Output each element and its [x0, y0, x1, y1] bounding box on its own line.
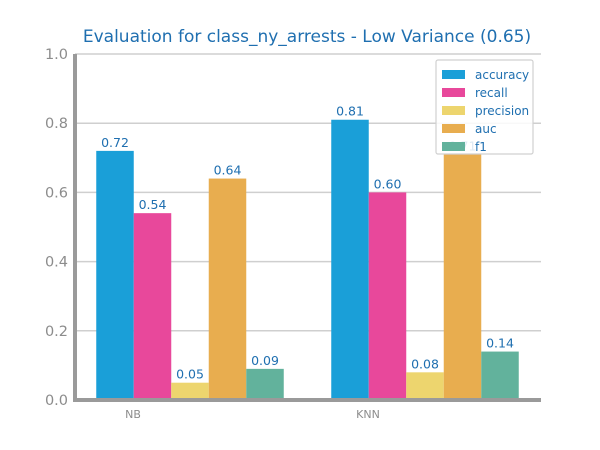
data-label-f1-nb: 0.09: [251, 353, 279, 368]
legend-swatch-precision: [442, 106, 465, 115]
legend-swatch-accuracy: [442, 70, 465, 79]
bar-precision-nb: [171, 382, 209, 400]
legend-label-recall: recall: [475, 86, 508, 100]
y-tick-label: 0.4: [45, 255, 68, 271]
bar-f1-knn: [481, 351, 519, 400]
data-label-accuracy-nb: 0.72: [101, 135, 129, 150]
bars: [96, 119, 519, 401]
bar-recall-knn: [368, 192, 407, 400]
bar-recall-nb: [133, 213, 172, 400]
chart-title: Evaluation for class_ny_arrests - Low Va…: [83, 27, 531, 47]
data-label-recall-knn: 0.60: [374, 176, 402, 191]
axes: [73, 54, 541, 402]
data-label-accuracy-knn: 0.81: [336, 104, 364, 119]
y-tick-label: 0.2: [45, 324, 68, 340]
bar-accuracy-nb: [96, 150, 134, 400]
legend-label-f1: f1: [475, 140, 487, 154]
tick-labels: 0.0 0.2 0.4 0.6 0.8 1.0 NB KNN: [45, 47, 380, 421]
legend-swatch-recall: [442, 88, 465, 97]
bar-auc-nb: [208, 178, 247, 400]
legend-label-precision: precision: [475, 104, 529, 118]
bar-precision-knn: [406, 372, 444, 400]
data-label-auc-nb: 0.64: [214, 163, 242, 178]
bar-f1-nb: [246, 368, 284, 400]
y-tick-label: 0.8: [45, 116, 68, 132]
y-tick-label: 0.6: [45, 185, 68, 201]
legend-swatch-auc: [442, 124, 465, 133]
y-tick-label: 1.0: [45, 47, 68, 63]
y-tick-label: 0.0: [45, 393, 68, 409]
legend-swatch-f1: [442, 142, 465, 151]
legend-label-auc: auc: [475, 122, 497, 136]
x-tick-label: KNN: [356, 408, 380, 421]
bar-accuracy-knn: [331, 119, 369, 401]
data-labels: 0.720.540.050.640.090.810.600.080.710.14: [101, 104, 514, 382]
data-label-f1-knn: 0.14: [486, 336, 514, 351]
bar-auc-knn: [443, 154, 482, 400]
legend: accuracy recall precision auc f1: [435, 59, 534, 155]
data-label-precision-knn: 0.08: [411, 356, 439, 371]
legend-label-accuracy: accuracy: [475, 68, 529, 82]
data-label-precision-nb: 0.05: [176, 367, 204, 382]
x-tick-label: NB: [125, 408, 141, 421]
data-label-recall-nb: 0.54: [139, 197, 167, 212]
